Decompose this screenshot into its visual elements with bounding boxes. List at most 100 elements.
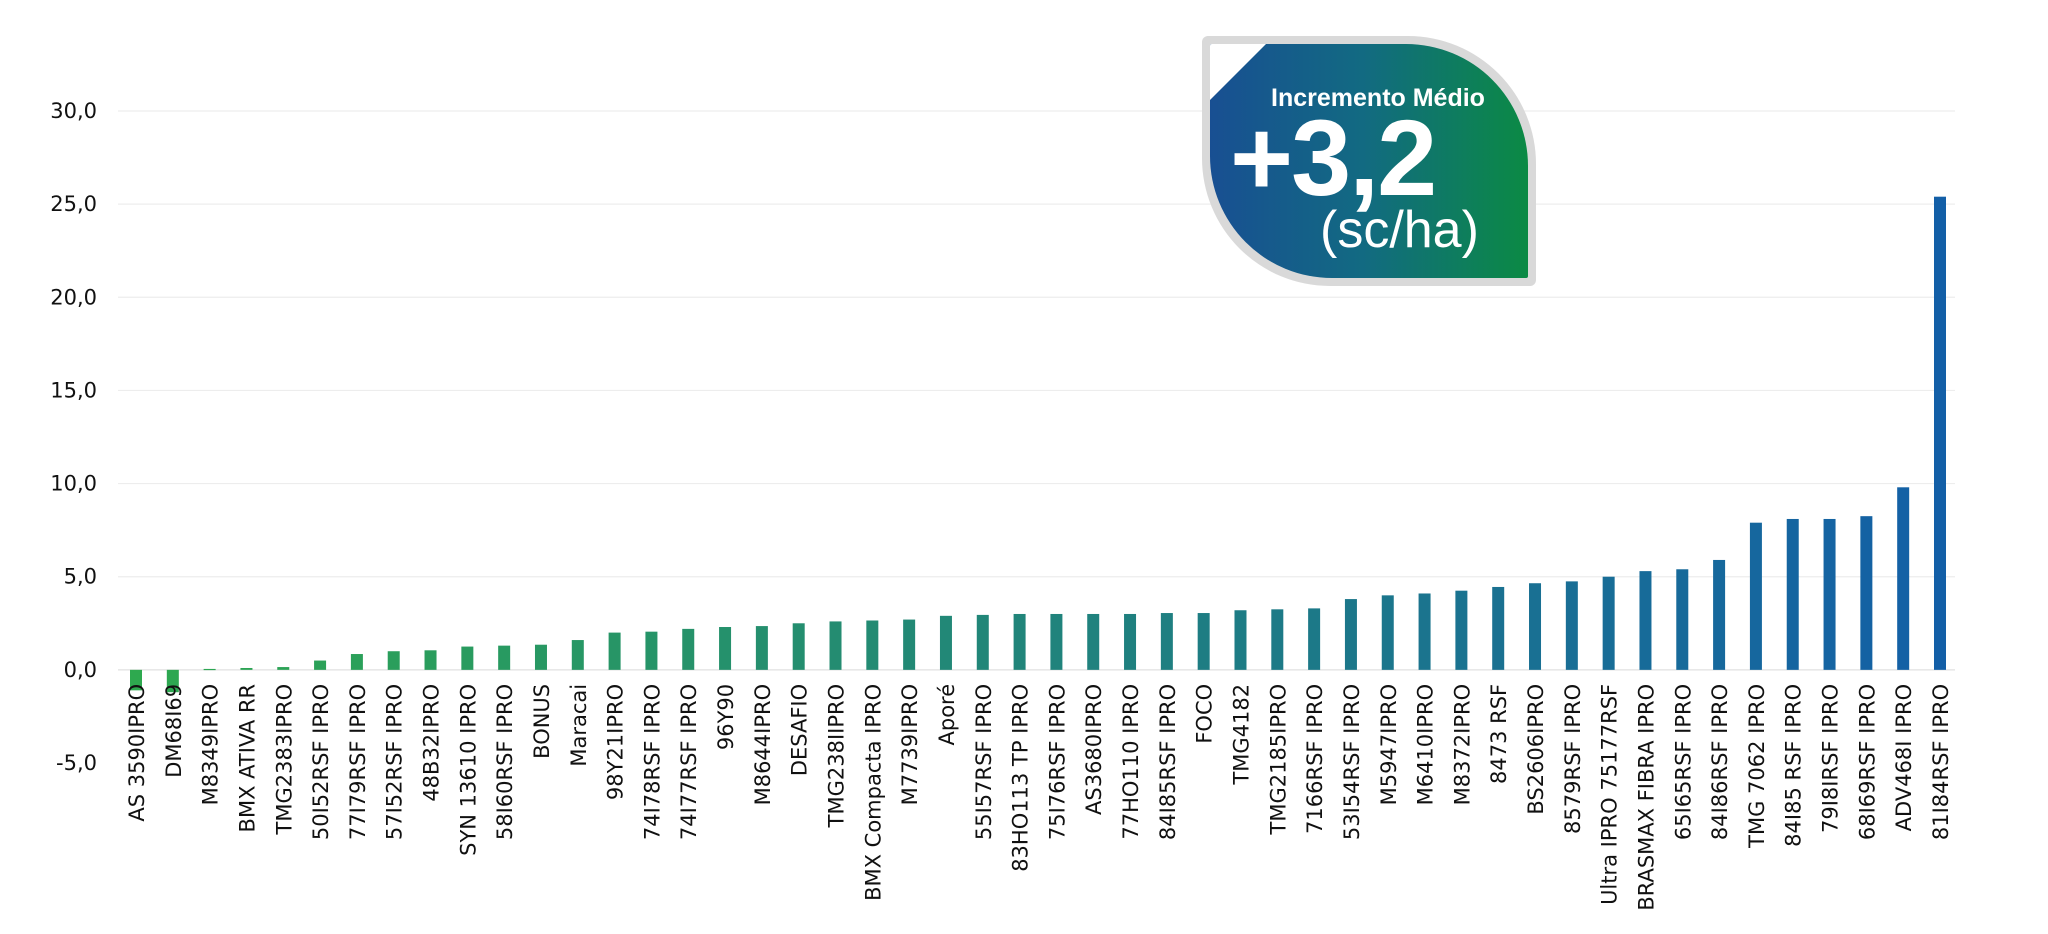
x-category-label: 53I54RSF IPRO [1340, 684, 1364, 840]
bar [608, 632, 621, 670]
x-category-label: M8644IPRO [751, 684, 775, 806]
bar [903, 619, 916, 670]
x-category-label: DESAFIO [788, 684, 812, 776]
x-category-label: BRASMAX FIBRA IPRO [1634, 684, 1658, 911]
bar [240, 667, 253, 670]
x-category-label: 77I79RSF IPRO [346, 684, 370, 840]
bar [387, 651, 400, 670]
x-category-label: TMG2185IPRO [1266, 684, 1290, 836]
bar [1529, 583, 1542, 670]
x-category-label: 58I60RSF IPRO [493, 684, 517, 840]
x-category-label: 96Y90 [714, 684, 738, 750]
y-axis: 30,0 25,0 20,0 15,0 10,0 5,0 0,0 -5,0 [50, 99, 97, 775]
badge-unit: (sc/ha) [1320, 201, 1479, 259]
x-category-label: BONUS [530, 684, 554, 759]
bar [1823, 518, 1836, 670]
average-increment-badge: Incremento Médio +3,2 (sc/ha) [1202, 36, 1536, 286]
y-tick-label: 10,0 [50, 472, 97, 496]
x-category-label: 84I85 RSF IPRO [1782, 684, 1806, 847]
bar [1087, 613, 1100, 670]
bar [277, 667, 290, 670]
x-category-label: 84I85RSF IPRO [1156, 684, 1180, 840]
x-category-label: 65I65RSF IPRO [1671, 684, 1695, 840]
bar [1860, 516, 1873, 670]
x-category-label: 98Y21IPRO [604, 684, 628, 800]
y-tick-label: 25,0 [50, 192, 97, 216]
bar [1713, 559, 1726, 670]
x-category-label: 8473 RSF [1487, 684, 1511, 784]
x-category-label: TMG238IIPRO [825, 684, 849, 828]
bar [1455, 590, 1468, 670]
bar [1492, 586, 1505, 670]
bar [571, 640, 584, 670]
x-category-label: Maracai [567, 684, 591, 767]
x-category-label: 50I52RSF IPRO [309, 684, 333, 840]
x-category-label: 81I84RSF IPRO [1929, 684, 1953, 840]
bar [1308, 608, 1321, 670]
bar [314, 660, 327, 670]
bar [719, 627, 732, 670]
x-category-label: 84I86RSF IPRO [1708, 684, 1732, 840]
x-category-label: BS2606IPRO [1524, 684, 1548, 815]
bars [130, 196, 1946, 693]
bar [498, 645, 511, 670]
x-category-label: 48B32IPRO [420, 684, 444, 802]
x-category-label: 83HO113 TP IPRO [1009, 684, 1033, 872]
x-category-label: M5947IPRO [1377, 684, 1401, 806]
bar [1234, 610, 1247, 670]
badge-corner-triangle [1210, 44, 1266, 100]
bar [350, 654, 363, 670]
x-category-label: ADV468I IPRO [1892, 684, 1916, 831]
bar [1197, 613, 1210, 670]
bar [1749, 522, 1762, 670]
x-category-label: M8349IPRO [199, 684, 223, 806]
bar [1271, 609, 1284, 670]
bar [755, 626, 768, 670]
x-category-label: 55I57RSF IPRO [972, 684, 996, 840]
bar [1381, 595, 1394, 670]
y-tick-label: 0,0 [64, 658, 97, 682]
bar [461, 646, 474, 670]
x-category-label: 74I78RSF IPRO [640, 684, 664, 840]
y-tick-label: 5,0 [64, 565, 97, 589]
bar [792, 623, 805, 670]
y-tick-label: 30,0 [50, 99, 97, 123]
x-category-label: Ultra IPRO 75177RSF [1598, 684, 1622, 905]
bar [1676, 569, 1689, 670]
bar [1050, 613, 1063, 670]
x-category-label: FOCO [1193, 684, 1217, 744]
bar [1160, 613, 1173, 670]
badge-title: Incremento Médio [1271, 84, 1485, 112]
x-category-label: SYN 13610 IPRO [456, 684, 480, 856]
x-category-label: AS 3590IPRO [125, 684, 149, 822]
y-tick-label: -5,0 [56, 751, 97, 775]
bar [829, 621, 842, 670]
x-axis-labels: AS 3590IPRO DM68I69 M8349IPRO BMX ATIVA RR T… [125, 684, 1953, 911]
bar [1418, 593, 1431, 670]
bar [1602, 576, 1615, 670]
bar [1897, 487, 1910, 670]
y-tick-label: 20,0 [50, 285, 97, 309]
x-category-label: DM68I69 [162, 684, 186, 778]
x-category-label: 75I76RSF IPRO [1045, 684, 1069, 840]
x-category-label: AS3680IPRO [1082, 684, 1106, 815]
x-category-label: 8579RSF IPRO [1561, 684, 1585, 834]
bar [203, 668, 216, 671]
bar [682, 628, 695, 670]
x-category-label: TMG 7062 IPRO [1745, 684, 1769, 849]
x-category-label: 74I77RSF IPRO [677, 684, 701, 840]
bar [976, 614, 989, 670]
x-category-label: Aporé [935, 684, 959, 746]
badge-value: +3,2 [1230, 97, 1437, 218]
bar [130, 669, 142, 691]
x-category-label: 68I69RSF IPRO [1855, 684, 1879, 840]
x-category-label: 77HO110 IPRO [1119, 684, 1143, 840]
bar [534, 644, 547, 670]
bar [166, 669, 179, 693]
x-category-label: 79I8IRSF IPRO [1819, 684, 1843, 833]
bar [645, 631, 658, 670]
bar [1013, 613, 1026, 670]
bar [1124, 613, 1137, 670]
x-category-label: 7166RSF IPRO [1303, 684, 1327, 834]
bar [1786, 518, 1799, 670]
